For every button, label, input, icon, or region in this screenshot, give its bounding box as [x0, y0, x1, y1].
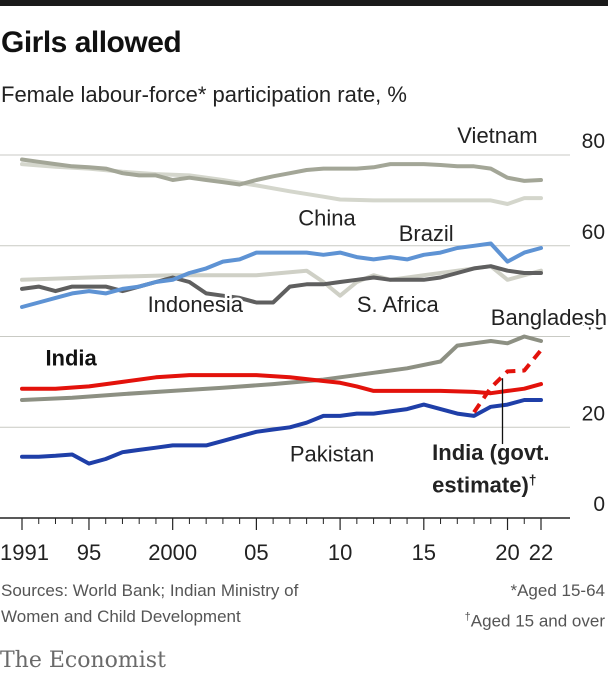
- chart-subtitle: Female labour-force* participation rate,…: [1, 82, 407, 107]
- x-tick-label-20: 20: [495, 540, 519, 565]
- footnote-1: *Aged 15-64: [510, 581, 605, 600]
- series-line-pakistan: [20, 398, 543, 466]
- chart-title: Girls allowed: [1, 26, 182, 59]
- series-lines: [20, 157, 543, 466]
- x-tick-label-1991: 1991: [0, 540, 49, 565]
- sources-line-1: Sources: World Bank; Indian Ministry of: [1, 581, 299, 600]
- series-label-india-6: India: [45, 346, 97, 371]
- x-tick-label-10: 10: [328, 540, 352, 565]
- top-rule: [0, 0, 608, 6]
- y-tick-label-0: 0: [593, 493, 605, 516]
- x-tick-label-2000: 2000: [148, 540, 197, 565]
- y-tick-label-40: 40: [582, 312, 605, 335]
- dagger-mark: †: [464, 611, 471, 623]
- series-label-indonesia-3: Indonesia: [148, 292, 244, 317]
- series-label-vietnam-0: Vietnam: [457, 123, 537, 148]
- series-label-india_govt-9: estimate)†: [432, 472, 536, 498]
- footnotes: *Aged 15-64 †Aged 15 and over: [465, 578, 605, 635]
- y-tick-label-60: 60: [582, 221, 605, 244]
- economist-logo: The Economist: [0, 648, 166, 673]
- series-label-brazil-2: Brazil: [399, 221, 454, 246]
- series-labels: Vietnam China Brazil Indonesia S. Africa Bang…: [43, 121, 608, 500]
- footnote-2: †Aged 15 and over: [465, 604, 605, 635]
- line-chart: 0 20 40 60 80 1991 95 2000 05 10 15 20 22 Vietnam Chi…: [0, 121, 608, 565]
- sources: Sources: World Bank; Indian Ministry of …: [1, 578, 298, 630]
- series-label-bangladesh-5: Bangladesh: [491, 305, 607, 330]
- x-tick-label-22: 22: [529, 540, 553, 565]
- x-tick-label-15: 15: [412, 540, 436, 565]
- sources-line-2: Women and Child Development: [1, 607, 241, 626]
- footnote-2-text: Aged 15 and over: [470, 611, 605, 631]
- y-tick-label-20: 20: [582, 402, 605, 425]
- axes: 0 20 40 60 80 1991 95 2000 05 10 15 20 22: [0, 130, 605, 565]
- series-label-china-1: China: [298, 205, 356, 230]
- series-label-india_govt-8: India (govt.: [432, 440, 549, 465]
- x-tick-label-95: 95: [77, 540, 101, 565]
- y-tick-label-80: 80: [582, 130, 605, 153]
- series-line-bangladesh: [20, 334, 543, 402]
- series-line-south_africa: [20, 264, 543, 305]
- dagger-superscript: †: [529, 472, 537, 488]
- series-line-brazil: [20, 241, 543, 309]
- series-label-south_africa-4: S. Africa: [357, 292, 440, 317]
- x-tick-label-05: 05: [244, 540, 268, 565]
- series-line-vietnam: [20, 157, 543, 187]
- series-line-india_govt: [472, 348, 543, 414]
- series-label-pakistan-7: Pakistan: [290, 441, 374, 466]
